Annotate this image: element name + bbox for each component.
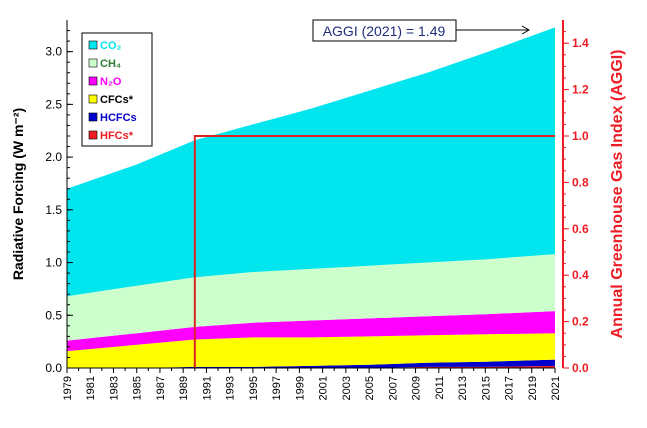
y-tick-label-right: 0.8 [572, 175, 589, 189]
y-tick-label-left: 1.5 [45, 203, 62, 217]
x-tick-label: 1981 [85, 376, 97, 400]
x-tick-label: 2011 [434, 376, 446, 400]
x-tick-label: 1995 [248, 376, 260, 400]
x-tick-label: 1997 [271, 376, 283, 400]
legend-label-5: CO₂ [100, 40, 122, 52]
y-tick-label-right: 1.0 [572, 129, 589, 143]
y-tick-label-right: 1.2 [572, 83, 589, 97]
y-tick-label-left: 0.5 [45, 308, 62, 322]
y-tick-label-left: 0.0 [45, 361, 62, 375]
legend: CO₂ CH₄ N₂O CFCs* HCFCs HFCs* [81, 32, 153, 147]
area-series-3 [67, 311, 555, 352]
y-axis-right-title: Annual Greenhouse Gas Index (AGGI) [609, 50, 626, 339]
annotation-arrowhead [521, 25, 531, 35]
aggi-reference [193, 135, 555, 368]
y-tick-label-right: 0.6 [572, 222, 589, 236]
y-tick-label-left: 2.0 [45, 150, 62, 164]
y-tick-label-left: 1.0 [45, 256, 62, 270]
x-tick-label: 1985 [132, 376, 144, 400]
x-tick-label: 2003 [341, 376, 353, 400]
legend-box [81, 32, 153, 147]
x-tick-label: 1989 [178, 376, 190, 400]
annotation-text: AGGI (2021) = 1.49 [323, 23, 446, 39]
y-tick-label-right: 0.4 [572, 268, 589, 282]
x-tick-label: 2001 [318, 376, 330, 400]
x-tick-label: 2017 [504, 376, 516, 400]
area-series-5 [67, 27, 555, 297]
x-tick-label: 2005 [364, 376, 376, 400]
y-axis-left-title: Radiative Forcing (W m⁻²) [10, 108, 26, 280]
x-tick-label: 2009 [411, 376, 423, 400]
legend-swatch-5 [88, 40, 98, 50]
legend-swatch-3 [88, 76, 98, 86]
x-tick-label: 2019 [527, 376, 539, 400]
x-tick-label: 1987 [155, 376, 167, 400]
legend-swatch-2 [88, 94, 98, 104]
legend-label-2: CFCs* [100, 94, 134, 106]
aggi-reference-line [193, 135, 555, 368]
legend-label-4: CH₄ [100, 58, 121, 70]
x-tick-label: 1991 [201, 376, 213, 400]
x-tick-label: 1993 [225, 376, 237, 400]
area-series-0 [67, 365, 555, 368]
legend-swatch-4 [88, 58, 98, 68]
area-series-4 [67, 254, 555, 341]
y-tick-label-right: 0.2 [572, 315, 589, 329]
y-tick-label-left: 2.5 [45, 97, 62, 111]
x-tick-label: 2015 [480, 376, 492, 400]
x-tick-label: 2007 [387, 376, 399, 400]
legend-label-0: HFCs* [100, 130, 134, 142]
chart-areas [67, 27, 555, 368]
x-tick-label: 1979 [62, 376, 74, 400]
x-tick-label: 1999 [294, 376, 306, 400]
area-series-1 [67, 359, 555, 368]
y-tick-label-left: 3.0 [45, 45, 62, 59]
legend-label-1: HCFCs [100, 112, 137, 124]
y-tick-label-right: 1.4 [572, 36, 589, 50]
x-tick-label: 2013 [457, 376, 469, 400]
area-series-2 [67, 333, 555, 368]
legend-label-3: N₂O [100, 76, 122, 88]
chart-axes: 0.0 0.5 1.0 1.5 2.0 2.5 3.0 0.0 0.2 0.4 0.6 0.8 1.0 1… [10, 20, 626, 400]
legend-swatch-0 [88, 130, 98, 140]
annotation: AGGI (2021) = 1.49 [312, 19, 531, 42]
x-tick-label: 2021 [550, 376, 562, 400]
legend-swatch-1 [88, 112, 98, 122]
x-tick-label: 1983 [108, 376, 120, 400]
y-tick-label-right: 0.0 [572, 361, 589, 375]
